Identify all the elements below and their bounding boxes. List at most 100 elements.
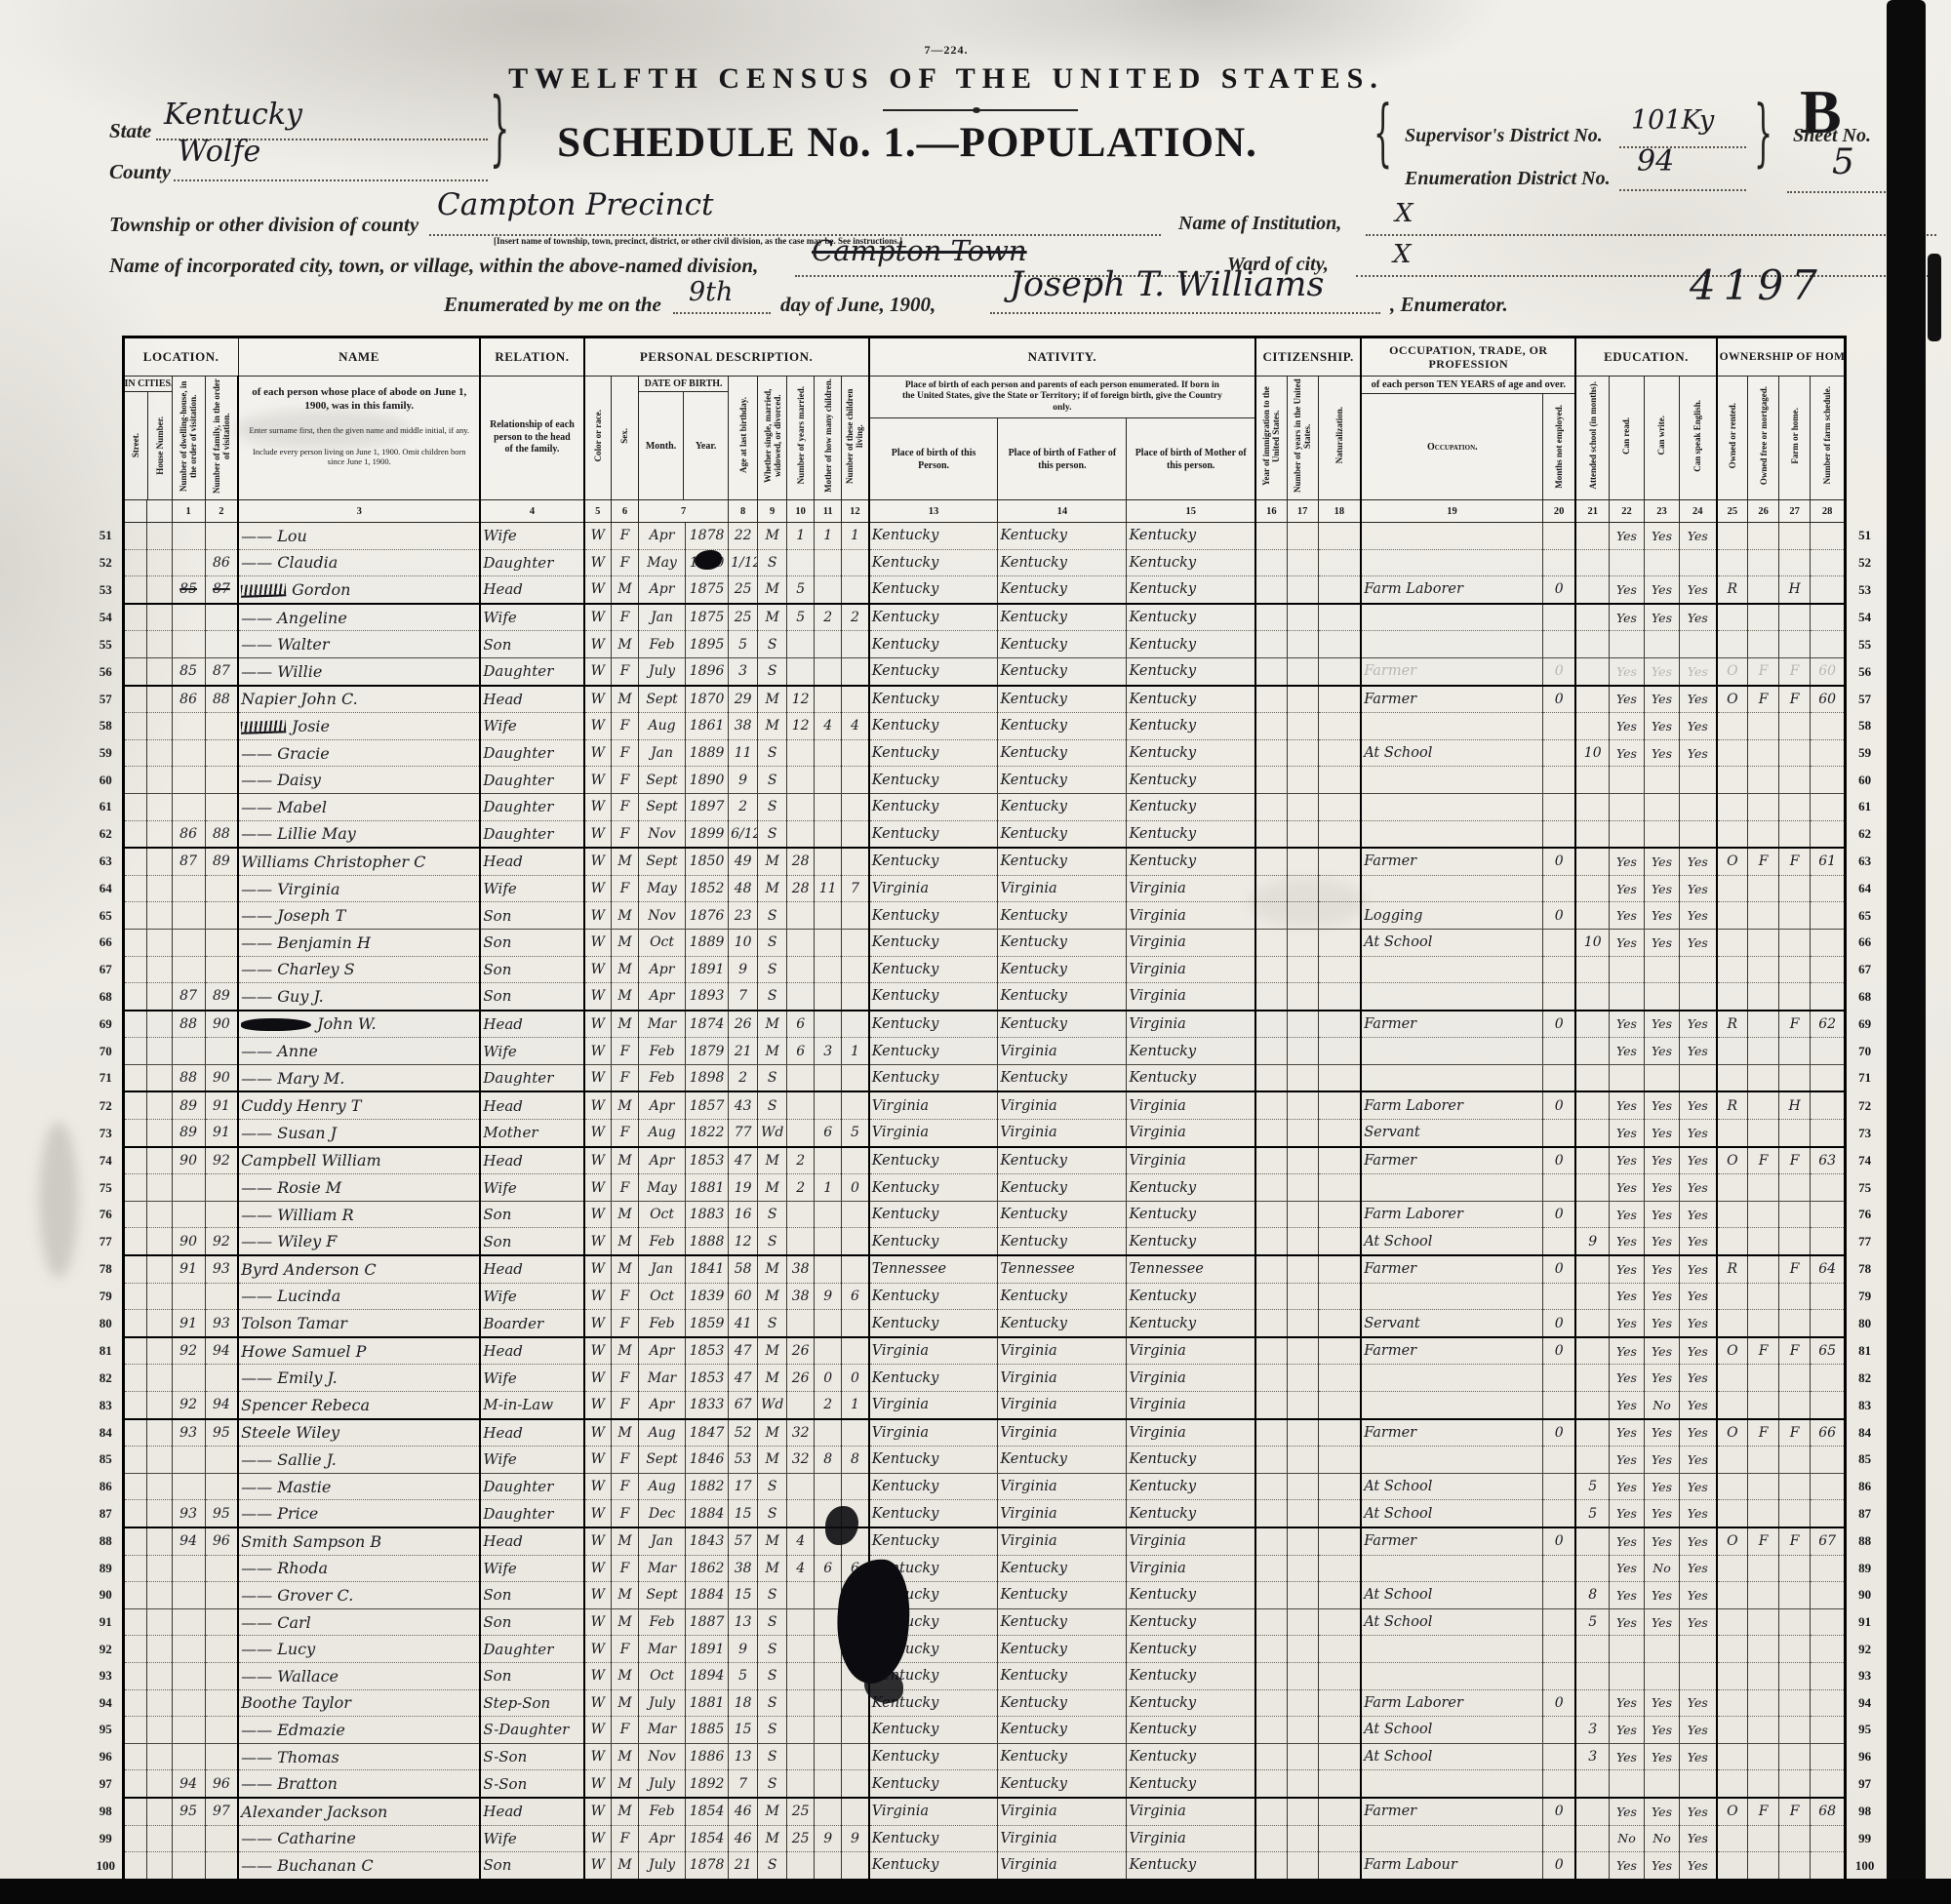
cell-farm-or-home xyxy=(1778,1064,1812,1093)
cell-sex: F xyxy=(611,1635,640,1663)
cell-children-living: 1 xyxy=(841,1037,870,1065)
cell-birthplace: Kentucky xyxy=(868,1473,999,1501)
cell-house-number xyxy=(146,820,173,850)
cell-attended-school xyxy=(1575,575,1610,605)
cell-owned-free-or-mortgaged xyxy=(1747,793,1780,821)
cell-marital-status: S xyxy=(757,982,788,1012)
row-number: 91 xyxy=(90,1608,125,1636)
cell-age: 19 xyxy=(728,1173,759,1202)
cell-relation: Daughter xyxy=(480,549,585,577)
row-number: 80 xyxy=(90,1309,125,1337)
row-number: 95 xyxy=(90,1716,125,1744)
cell-dwelling-number: 93 xyxy=(172,1418,206,1448)
table-row: 58 Josie Wife W F Aug 1861 38 M 12 4 4 Kentucky Kentu… xyxy=(90,712,1883,740)
cell-mother-of-children: 9 xyxy=(814,1825,843,1853)
cell-family-number xyxy=(205,929,240,957)
cell-dwelling-number: 86 xyxy=(172,820,206,850)
cell-birth-month: Aug xyxy=(638,1119,687,1148)
cell-can-write: No xyxy=(1644,1391,1681,1420)
cell-street xyxy=(123,1743,147,1771)
cell-years-in-us xyxy=(1287,1635,1319,1663)
cell-sex: F xyxy=(611,1499,640,1528)
cell-can-read: No xyxy=(1609,1825,1646,1853)
cell-home-owned-or-rented xyxy=(1716,1716,1749,1744)
occupation-desc: of each person TEN YEARS of age and over… xyxy=(1362,377,1574,395)
cell-occupation: At School xyxy=(1361,739,1543,768)
cell-occupation: Farmer xyxy=(1361,1418,1543,1448)
cell-can-write: No xyxy=(1644,1825,1681,1853)
cell-birth-year: 1898 xyxy=(685,1064,730,1093)
cell-farm-schedule-number xyxy=(1810,1173,1847,1202)
colnum-5: 5 xyxy=(582,499,613,523)
cell-years-married xyxy=(786,739,816,768)
cell-can-read xyxy=(1609,630,1646,658)
cell-can-write: Yes xyxy=(1644,1227,1681,1257)
cell-relation: Wife xyxy=(480,1364,585,1392)
cell-immigration-year xyxy=(1255,1010,1288,1039)
cell-immigration-year xyxy=(1255,1391,1288,1420)
cell-father-birthplace: Virginia xyxy=(997,1119,1128,1148)
cell-children-living xyxy=(841,1635,870,1663)
row-number: 100 xyxy=(1844,1851,1883,1881)
cell-home-owned-or-rented xyxy=(1716,1283,1749,1311)
cell-can-speak-english: Yes xyxy=(1679,875,1718,903)
cell-father-birthplace: Virginia xyxy=(997,1851,1128,1882)
cell-years-married xyxy=(786,630,816,658)
enumerated-date-label: day of June, 1900, xyxy=(780,293,936,316)
cell-years-in-us xyxy=(1287,1364,1319,1392)
immigration-column-label: Year of immigration to the United States… xyxy=(1261,385,1282,486)
cell-months-not-employed xyxy=(1542,982,1577,1012)
cell-attended-school xyxy=(1575,766,1610,794)
cell-name: —— Willie xyxy=(238,657,482,687)
cell-years-married xyxy=(786,982,816,1012)
cell-owned-free-or-mortgaged xyxy=(1747,522,1780,550)
cell-months-not-employed xyxy=(1542,875,1577,903)
cell-occupation xyxy=(1361,1446,1543,1474)
cell-mother-of-children xyxy=(814,1473,843,1501)
cell-birth-year: 1885 xyxy=(685,1716,730,1744)
cell-owned-free-or-mortgaged xyxy=(1747,1716,1780,1744)
row-number: 54 xyxy=(1844,603,1883,631)
cell-color: W xyxy=(583,901,613,930)
sheet-letter: B xyxy=(1800,77,1842,146)
cell-can-read: Yes xyxy=(1609,1091,1646,1121)
cell-farm-schedule-number xyxy=(1810,1716,1847,1744)
cell-can-write: Yes xyxy=(1644,1010,1681,1039)
cell-farm-schedule-number xyxy=(1810,1499,1847,1528)
row-number: 87 xyxy=(1844,1499,1883,1527)
cell-father-birthplace: Kentucky xyxy=(997,1769,1128,1799)
cell-children-living: 8 xyxy=(841,1446,870,1474)
cell-years-married: 38 xyxy=(786,1283,816,1311)
cell-children-living xyxy=(841,848,870,876)
cell-occupation: Farmer xyxy=(1361,1797,1543,1826)
sex-column-header: Sex. xyxy=(611,376,640,500)
cell-father-birthplace: Kentucky xyxy=(997,1689,1128,1718)
colnum-3: 3 xyxy=(237,499,482,523)
relation-column-header: Relationship of each person to the head … xyxy=(479,376,585,500)
cell-can-speak-english xyxy=(1679,820,1718,850)
cell-children-living: 0 xyxy=(841,1173,870,1202)
cell-home-owned-or-rented: R xyxy=(1716,575,1749,605)
cell-father-birthplace: Virginia xyxy=(997,1091,1128,1121)
cell-sex: M xyxy=(611,1010,640,1039)
cell-can-speak-english: Yes xyxy=(1679,1851,1718,1882)
cell-years-in-us xyxy=(1287,956,1319,984)
cell-naturalization xyxy=(1318,1608,1363,1637)
cell-relation: Daughter xyxy=(480,1635,585,1663)
cell-can-speak-english: Yes xyxy=(1679,685,1718,714)
age-column-label: Age at last birthday. xyxy=(737,397,748,474)
naturalization-column-label: Naturalization. xyxy=(1334,407,1344,464)
city-line xyxy=(795,275,1205,277)
cell-name: —— Lillie May xyxy=(238,820,482,850)
cell-marital-status: S xyxy=(757,1851,788,1882)
cell-color: W xyxy=(583,1743,613,1771)
cell-owned-free-or-mortgaged xyxy=(1747,1689,1780,1718)
cell-home-owned-or-rented xyxy=(1716,1364,1749,1392)
cell-age: 15 xyxy=(728,1499,759,1528)
row-number: 67 xyxy=(1844,956,1883,983)
cell-can-write: Yes xyxy=(1644,1608,1681,1637)
cell-mother-birthplace: Kentucky xyxy=(1126,549,1257,577)
cell-sex: M xyxy=(611,575,640,605)
cell-farm-or-home xyxy=(1778,1391,1812,1420)
cell-name: Josie xyxy=(238,712,482,740)
